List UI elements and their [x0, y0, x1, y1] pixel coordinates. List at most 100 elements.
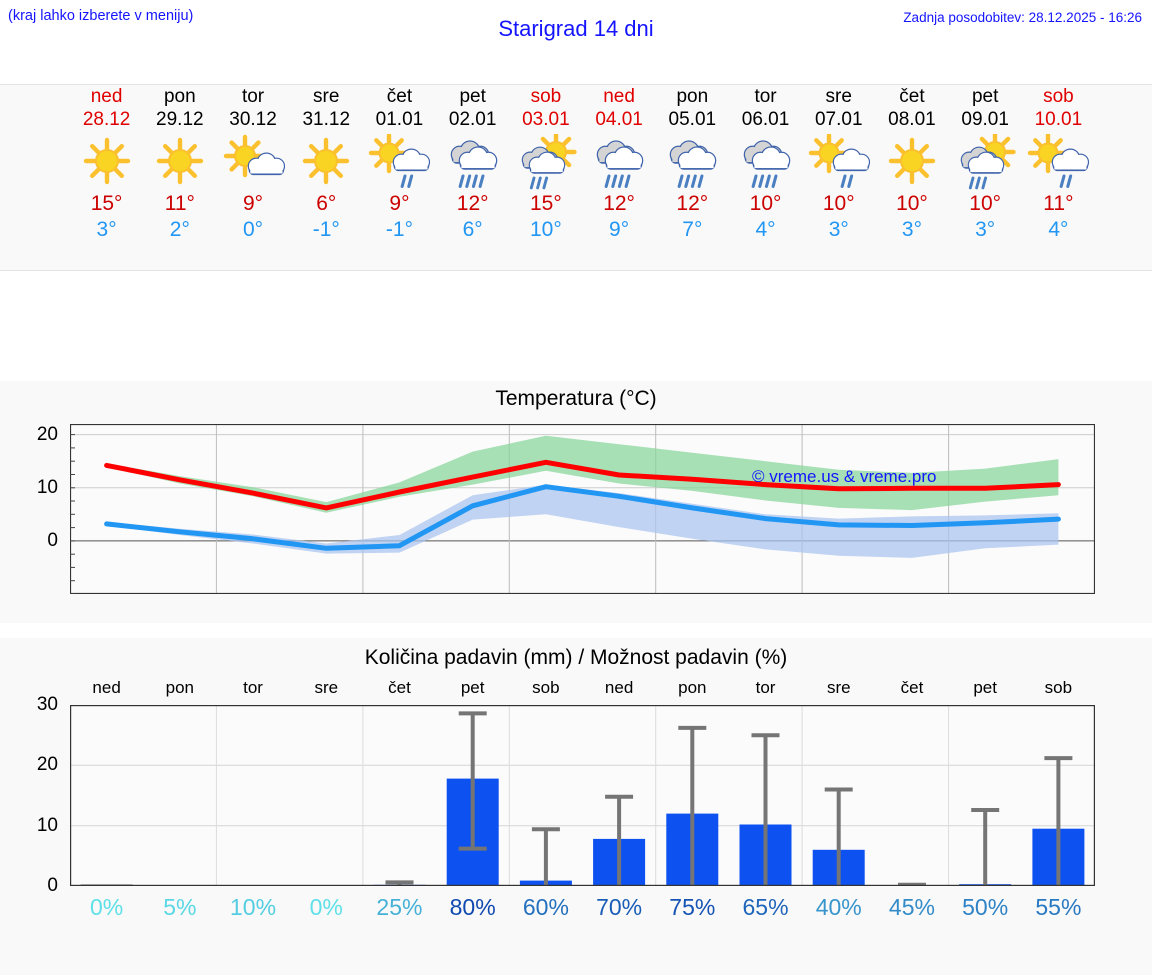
day-column[interactable]: sre 07.01 10° 3° [800, 85, 878, 243]
precipitation-probability: 50% [962, 894, 1009, 920]
day-temp-max: 9° [389, 192, 410, 215]
weather-icon-sun [888, 137, 936, 185]
temperature-svg [70, 424, 1095, 594]
day-of-week: sre [825, 86, 852, 107]
day-temp-max: 15° [530, 192, 562, 215]
day-of-week: ned [90, 86, 123, 107]
day-temp-max: 10° [822, 192, 855, 215]
day-temp-max: 11° [164, 192, 195, 215]
day-column[interactable]: pet 09.01 10° 3° [946, 85, 1024, 243]
precipitation-day-label: sob [532, 678, 560, 697]
weather-icon-cloud-rain [670, 140, 717, 188]
precipitation-svg [70, 705, 1095, 886]
weather-icon-sun-cloud-rain [369, 134, 431, 188]
day-of-week: sob [1043, 86, 1074, 107]
day-date: 06.01 [741, 109, 790, 130]
weather-icon-wrap [653, 133, 731, 191]
day-temp-min: 3° [901, 218, 922, 241]
day-column[interactable]: pet 02.01 12° 6° [434, 85, 512, 243]
day-column[interactable]: ned 28.12 15° 3° [68, 85, 146, 243]
weather-icon-sun-cloud-rain [1028, 134, 1090, 188]
precipitation-probability: 10% [230, 894, 277, 920]
weather-icon-wrap [214, 133, 292, 191]
menu-hint: (kraj lahko izberete v meniju) [8, 8, 194, 24]
page-header: (kraj lahko izberete v meniju) Starigrad… [0, 0, 1152, 62]
precipitation-day-label: pon [165, 678, 194, 697]
day-column[interactable]: čet 08.01 10° 3° [873, 85, 951, 243]
day-column[interactable]: sob 03.01 15° 10° [507, 85, 585, 243]
day-column[interactable]: ned 04.01 12° 9° [580, 85, 658, 243]
day-of-week: pet [971, 86, 999, 107]
day-column[interactable]: tor 30.12 9° 0° [214, 85, 292, 243]
precipitation-day-label: tor [243, 678, 263, 697]
weather-icon-wrap [800, 133, 878, 191]
precipitation-day-label: pon [678, 678, 707, 697]
day-date: 04.01 [595, 109, 643, 130]
day-temp-min: 9° [609, 218, 630, 241]
day-date: 08.01 [888, 109, 936, 130]
precipitation-day-label: tor [755, 678, 776, 697]
day-temp-min: 10° [530, 218, 562, 241]
precipitation-y-axis: 0 10 20 30 [0, 694, 64, 896]
precipitation-day-label: čet [388, 678, 411, 697]
day-date: 03.01 [522, 109, 570, 130]
day-column[interactable]: tor 06.01 10° 4° [727, 85, 805, 243]
day-column[interactable]: sob 10.01 11° 4° [1019, 85, 1097, 243]
precipitation-probability: 0% [89, 894, 124, 920]
precipitation-probability: 75% [669, 894, 716, 920]
precipitation-y-tick: 0 [47, 875, 58, 896]
weather-icon-cloud-rain [450, 140, 497, 188]
day-temp-max: 12° [456, 192, 489, 215]
watermark: © vreme.us & vreme.pro [752, 467, 937, 486]
precipitation-plot-area [70, 705, 1095, 886]
day-date: 29.12 [156, 109, 204, 130]
day-temp-min: 7° [682, 218, 703, 241]
day-column[interactable]: čet 01.01 9° -1° [360, 85, 438, 243]
weather-icon-wrap [68, 133, 146, 191]
day-of-week: sob [530, 86, 562, 107]
weather-icon-wrap [507, 133, 585, 191]
precipitation-probability: 65% [742, 894, 789, 920]
day-of-week: tor [754, 86, 777, 107]
day-date: 31.12 [302, 109, 351, 130]
day-column[interactable]: sre 31.12 6° -1° [287, 85, 365, 243]
weather-icon-cloud-rain [596, 140, 644, 188]
weather-icon-cloud-sun-rain [960, 134, 1016, 190]
precipitation-day-labels: ned pon tor sre čet pet sob ned pon tor sre čet pet s… [70, 678, 1095, 702]
precipitation-day-label: ned [604, 678, 634, 697]
weather-icon-wrap [580, 133, 658, 191]
weather-icon-sun [83, 137, 130, 185]
day-temp-min: 3° [828, 218, 849, 241]
day-temp-min: -1° [385, 218, 413, 241]
weather-icon-sun [156, 137, 204, 185]
precipitation-probability: 0% [309, 894, 343, 920]
precipitation-day-label: ned [92, 678, 121, 697]
day-date: 01.01 [375, 109, 424, 130]
precipitation-y-tick: 20 [36, 754, 58, 776]
weather-icon-wrap [946, 133, 1024, 191]
day-date: 30.12 [229, 109, 277, 130]
precipitation-probability-row: 0% 5% 10% 0% 25% 80% 60% 70% 75% 65% 40% 45% 50% 55% [70, 894, 1095, 928]
temperature-y-tick: 10 [36, 476, 58, 498]
precipitation-day-label: sob [1044, 678, 1073, 697]
day-date: 09.01 [961, 109, 1009, 130]
precipitation-probability: 5% [163, 894, 197, 920]
weather-icon-wrap [1019, 133, 1097, 191]
temperature-chart: Temperatura (°C) 0 10 20 [0, 381, 1152, 623]
precipitation-day-label: čet [900, 678, 924, 697]
precipitation-probability: 55% [1035, 894, 1082, 920]
day-column[interactable]: pon 05.01 12° 7° [653, 85, 731, 243]
day-column[interactable]: pon 29.12 11° 2° [141, 85, 219, 243]
precipitation-probability: 60% [522, 894, 569, 920]
day-temp-max: 15° [90, 192, 123, 215]
temperature-y-tick: 20 [36, 423, 58, 445]
day-temp-min: 4° [1048, 218, 1069, 241]
weather-icon-sun-cloud [223, 134, 286, 178]
day-temp-max: 10° [896, 192, 928, 215]
precipitation-probability: 40% [815, 894, 862, 920]
day-date: 28.12 [82, 109, 131, 130]
precipitation-day-label: pet [973, 678, 997, 697]
precipitation-day-label: sre [826, 678, 851, 697]
day-temp-max: 9° [242, 192, 264, 215]
